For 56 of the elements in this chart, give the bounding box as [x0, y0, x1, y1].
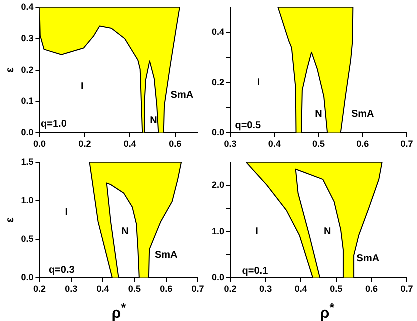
annotation: q=0.3: [48, 264, 76, 276]
x-tick-label: 0.4: [124, 139, 136, 150]
y-tick-label: 0.4: [21, 2, 34, 12]
y-tick-label: 0.2: [21, 64, 34, 75]
y-tick-label: 0.2: [212, 77, 225, 88]
y-tick-label: 0.3: [21, 33, 34, 44]
y-tick-label: 0.0: [21, 272, 34, 282]
x-tick-label: 0.6: [160, 284, 173, 294]
y-axis-title: ε: [4, 216, 17, 222]
x-tick-label: 0.7: [400, 284, 414, 294]
y-tick-label: 0.0: [212, 128, 225, 138]
x-tick-label: 0.6: [169, 139, 182, 150]
x-tick-label: 0.2: [78, 139, 92, 150]
x-tick-label: 0.2: [33, 284, 46, 294]
x-tick-label: 0.5: [330, 284, 343, 294]
annotation: N: [122, 226, 129, 238]
x-tick-label: 0.4: [268, 139, 281, 150]
annotation: q=0.1: [242, 266, 269, 276]
annotation: SmA: [154, 249, 178, 260]
y-tick-label: 0.1: [21, 96, 34, 106]
annotation: q=0.5: [235, 120, 262, 132]
y-axis-title: ε: [4, 66, 17, 73]
y-tick-label: 2.0: [212, 180, 225, 190]
x-tick-label: 0.4: [96, 284, 110, 294]
y-tick-label: 0.4: [212, 27, 225, 38]
x-tick-label: 0.4: [294, 284, 308, 294]
x-tick-label: 0.7: [192, 284, 204, 294]
x-tick-label: 0.5: [312, 139, 326, 150]
annotation: I: [65, 206, 68, 218]
annotation: N: [315, 109, 322, 120]
x-tick-label: 0.3: [65, 284, 78, 294]
annotation: q=1.0: [41, 119, 68, 130]
annotation: N: [150, 115, 158, 126]
x-tick-label: 0.7: [400, 139, 414, 150]
y-tick-label: 1.0: [21, 194, 34, 205]
annotation: I: [81, 81, 84, 92]
x-tick-label: 0.3: [224, 139, 237, 150]
x-tick-label: 0.2: [224, 284, 237, 294]
annotation: SmA: [351, 109, 374, 120]
x-tick-label: 0.5: [128, 284, 141, 294]
y-tick-label: 0.0: [212, 272, 225, 282]
annotation: N: [324, 226, 332, 238]
y-tick-label: 1.5: [21, 156, 34, 166]
annotation: SmA: [356, 252, 380, 264]
annotation: I: [256, 226, 259, 238]
annotation: I: [257, 78, 260, 89]
x-axis-title: ρ$^{*}$: [110, 300, 128, 321]
x-tick-label: 0.6: [365, 284, 378, 294]
x-tick-label: 0.3: [260, 284, 272, 294]
x-axis-title: ρ$^{*}$: [319, 300, 336, 321]
annotation: SmA: [170, 90, 194, 102]
y-tick-label: 0.0: [21, 128, 34, 138]
y-tick-label: 0.5: [21, 234, 34, 244]
x-tick-label: 0.6: [356, 139, 370, 150]
x-tick-label: 0.0: [33, 139, 46, 150]
y-tick-label: 1.0: [212, 226, 225, 236]
